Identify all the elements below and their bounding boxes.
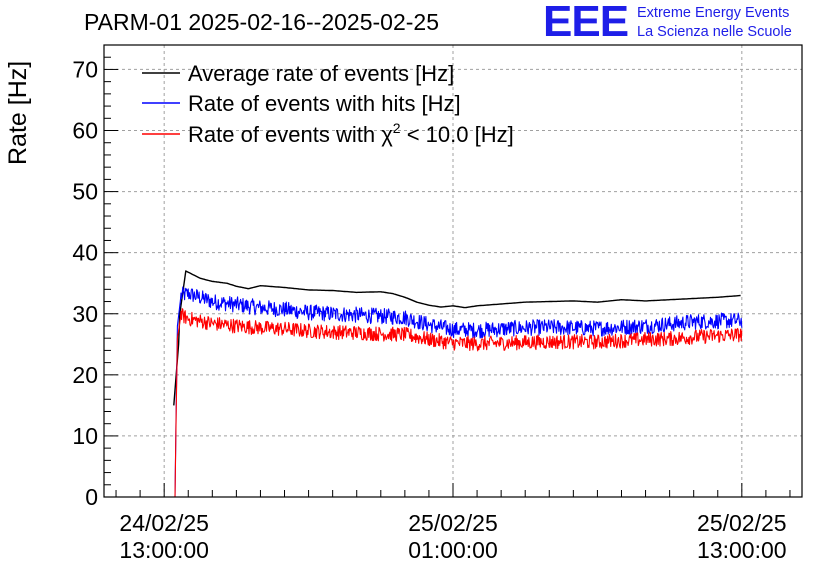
y-tick-label: 0 [85, 484, 98, 510]
x-tick-label-date: 24/02/25 [119, 510, 209, 536]
legend: Average rate of events [Hz] Rate of even… [142, 61, 514, 147]
y-tick-label: 50 [72, 179, 98, 205]
axes: 01020304050607024/02/2513:00:0025/02/250… [72, 44, 791, 563]
logo-line-2: La Scienza nelle Scuole [637, 24, 792, 40]
series-line-average [173, 270, 741, 406]
y-tick-label: 20 [72, 362, 98, 388]
legend-label-average: Average rate of events [Hz] [188, 61, 454, 86]
legend-label-chi2: Rate of events with χ2 < 10.0 [Hz] [188, 120, 514, 147]
legend-chi2-suffix: < 10.0 [Hz] [401, 122, 514, 147]
legend-chi2-superscript: 2 [393, 120, 401, 136]
x-tick-label-date: 25/02/25 [697, 510, 787, 536]
legend-chi2-symbol: χ [381, 122, 393, 147]
logo-caption: Extreme Energy Events La Scienza nelle S… [637, 4, 792, 42]
series-line-hits [164, 286, 743, 498]
legend-chi2-prefix: Rate of events with [188, 122, 381, 147]
logo-line-1: Extreme Energy Events [637, 5, 790, 21]
y-tick-label: 30 [72, 301, 98, 327]
grid-lines [104, 45, 802, 497]
legend-label-hits: Rate of events with hits [Hz] [188, 91, 461, 116]
x-tick-label-time: 13:00:00 [697, 537, 787, 563]
y-tick-label: 40 [72, 240, 98, 266]
x-tick-label-time: 13:00:00 [119, 537, 209, 563]
y-tick-label: 10 [72, 423, 98, 449]
x-tick-label-date: 25/02/25 [408, 510, 498, 536]
y-tick-label: 70 [72, 56, 98, 82]
y-tick-label: 60 [72, 118, 98, 144]
chart-title: PARM-01 2025-02-16--2025-02-25 [84, 9, 439, 35]
eee-logo: EEE [543, 0, 629, 46]
series-lines [164, 270, 743, 498]
series-line-chi2 [164, 308, 743, 498]
x-tick-label-time: 01:00:00 [408, 537, 498, 563]
